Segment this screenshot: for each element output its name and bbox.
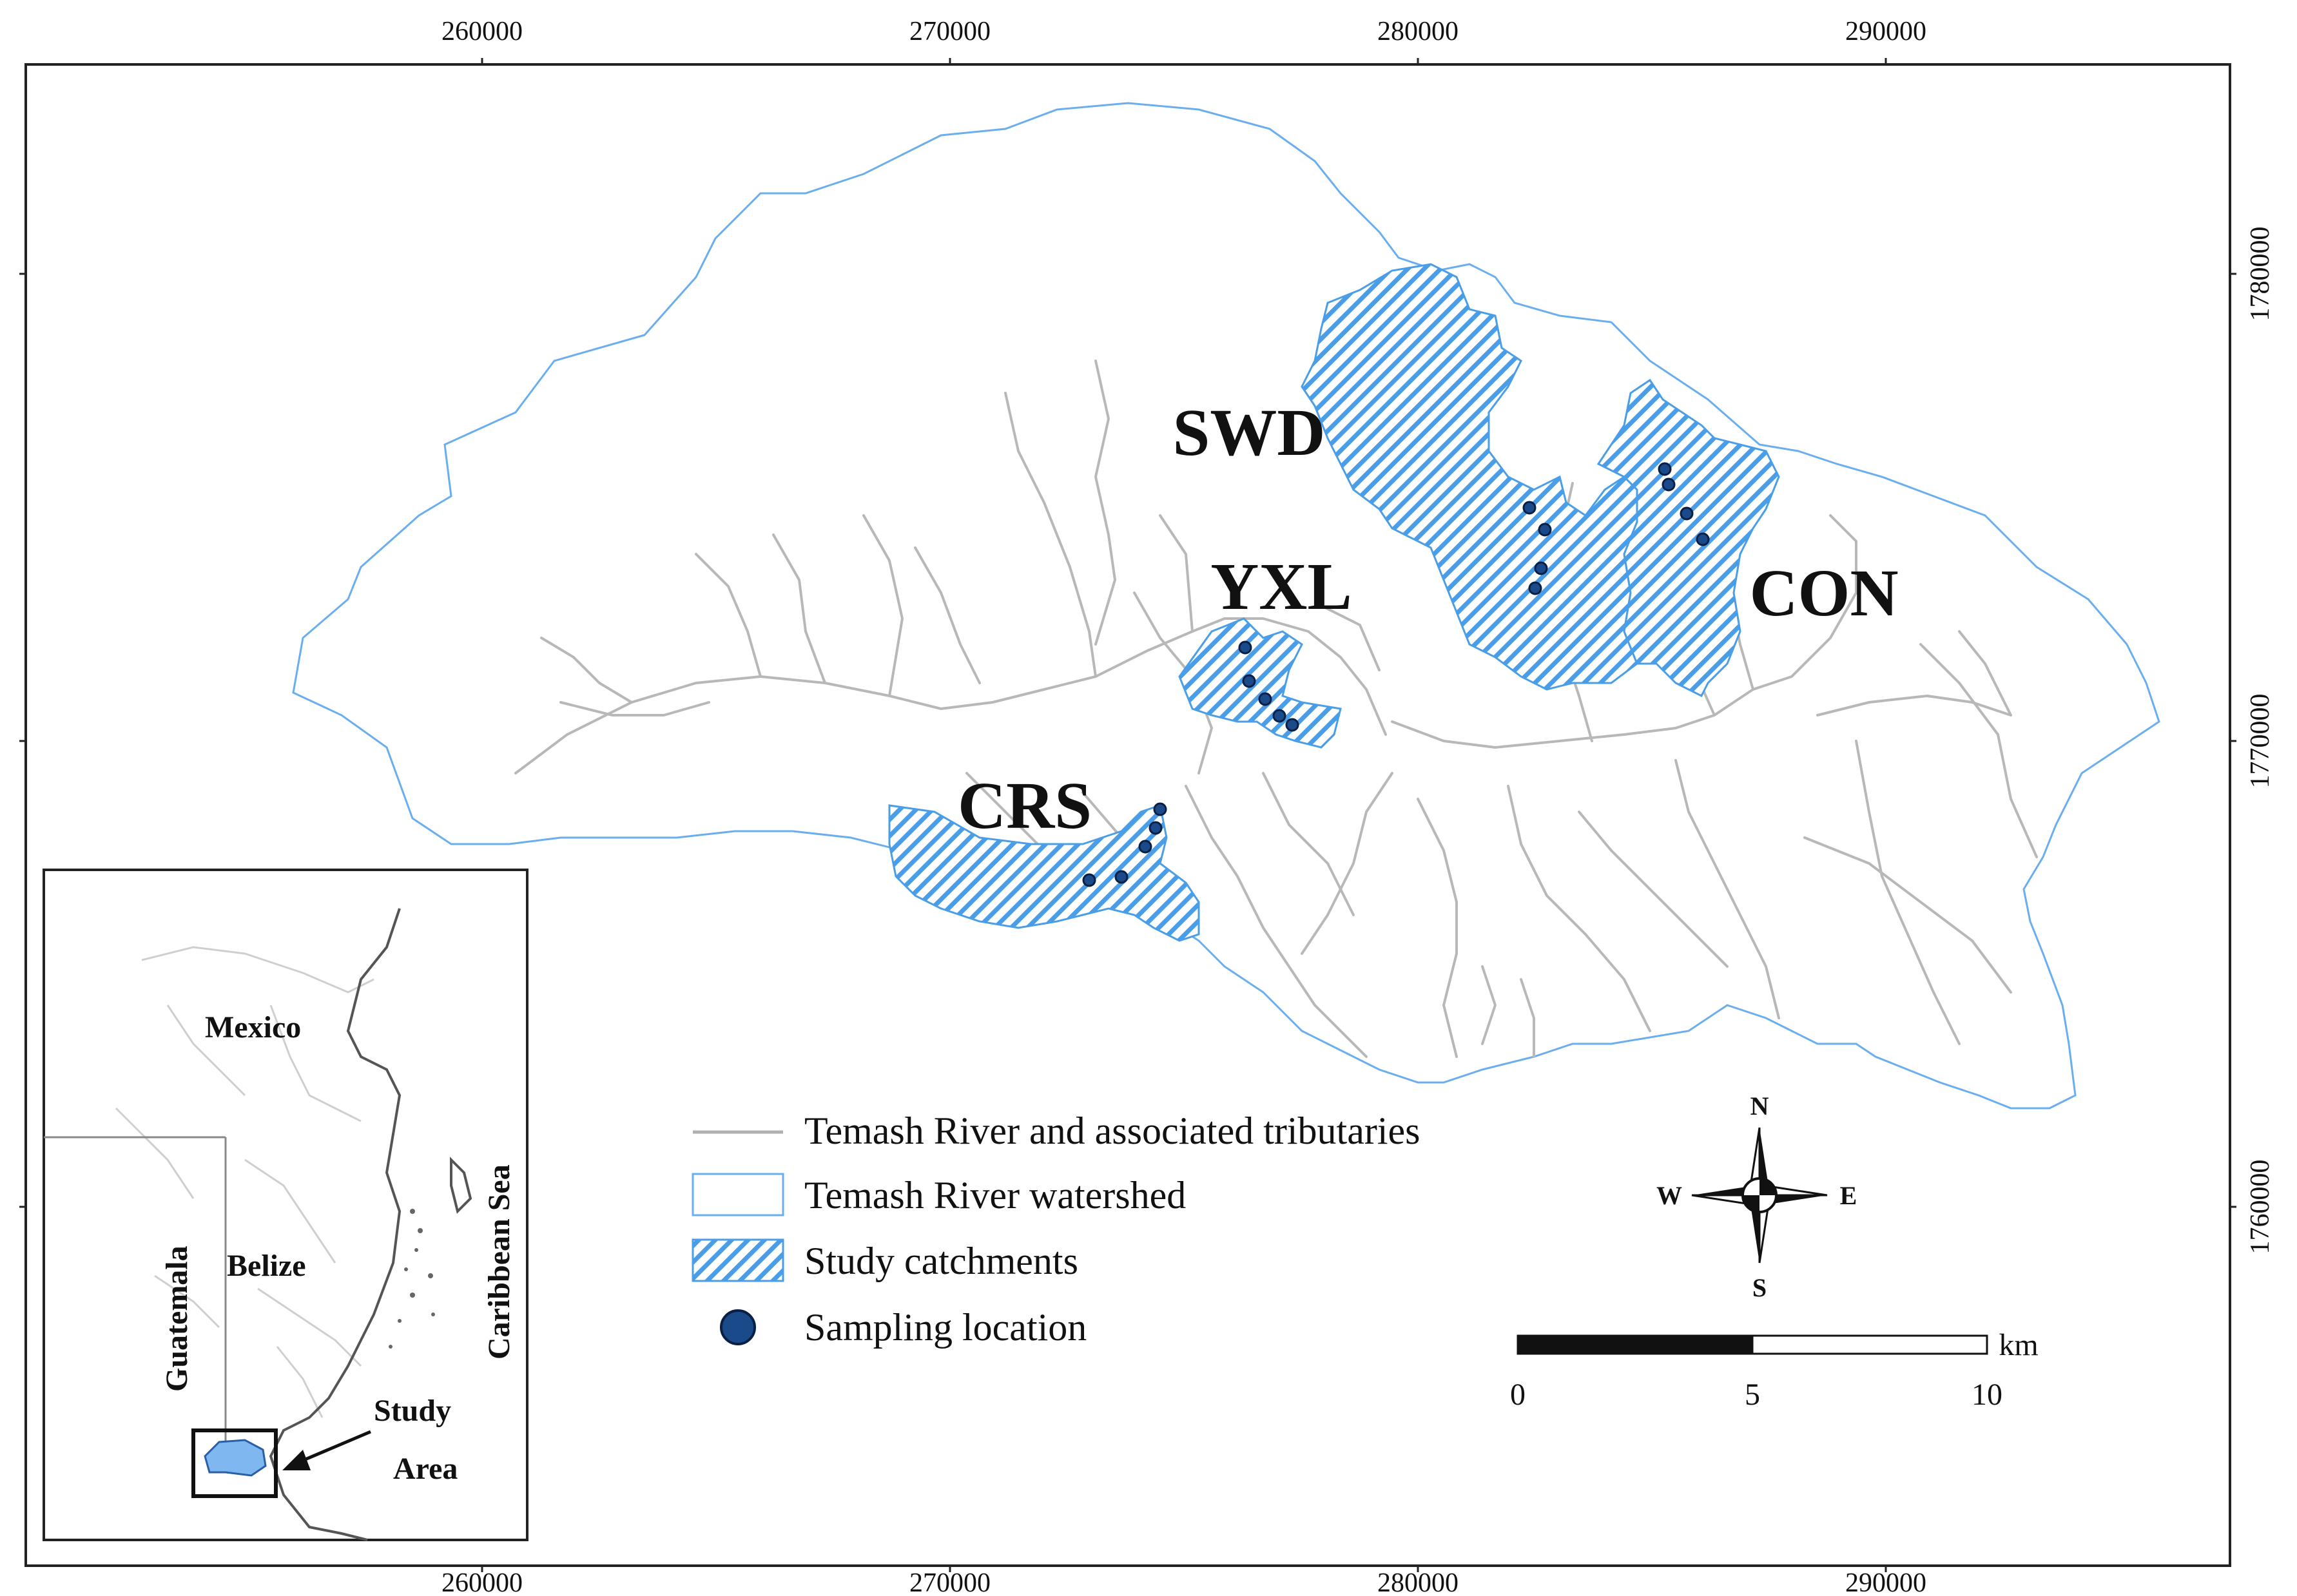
- legend-sampling-label: Sampling location: [804, 1306, 1087, 1349]
- legend-sampling-swatch: [720, 1309, 756, 1345]
- compass-e: E: [1840, 1181, 1857, 1210]
- inset-label-guatemala: Guatemala: [160, 1245, 194, 1392]
- x-tick-label: 270000: [909, 17, 991, 46]
- sampling-point[interactable]: [1238, 640, 1252, 655]
- compass-n: N: [1750, 1091, 1769, 1120]
- scale-label-0: 0: [1510, 1378, 1526, 1412]
- study-area-box: [191, 1428, 278, 1498]
- x-tick-label: 280000: [1377, 1568, 1459, 1596]
- x-tick-label: 290000: [1845, 17, 1926, 46]
- river-network: [514, 360, 2038, 1058]
- legend-watershed-label: Temash River watershed: [804, 1174, 1186, 1216]
- catchment-yxl: [1178, 617, 1342, 749]
- inset-label-area: Area: [393, 1452, 458, 1486]
- scale-unit: km: [1999, 1328, 2038, 1362]
- sampling-point[interactable]: [1538, 523, 1552, 537]
- sampling-point[interactable]: [1138, 840, 1152, 854]
- x-tick-marks: [481, 58, 1887, 1572]
- catchment-crs: [888, 804, 1200, 942]
- study-area-shape: [204, 1439, 267, 1477]
- legend-catchments-label: Study catchments: [804, 1240, 1078, 1282]
- x-tick-label: 280000: [1377, 17, 1459, 46]
- catchment-label-con: CON: [1749, 556, 1898, 630]
- x-tick-label: 260000: [441, 17, 523, 46]
- sampling-point[interactable]: [1285, 718, 1299, 732]
- watershed-boundary: [292, 102, 2160, 1110]
- inset-country-lines: [44, 1136, 227, 1443]
- north-arrow: N S E W: [1656, 1091, 1857, 1302]
- sampling-point[interactable]: [1658, 462, 1672, 476]
- study-area-arrowhead: [282, 1450, 311, 1470]
- inset-borders: [115, 946, 374, 1418]
- inset-coastline: [269, 908, 472, 1541]
- sampling-point[interactable]: [1114, 870, 1129, 884]
- catchment-label-yxl: YXL: [1210, 550, 1352, 624]
- legend-watershed-swatch: [692, 1173, 784, 1216]
- sampling-point[interactable]: [1148, 821, 1163, 835]
- inset-label-mexico: Mexico: [205, 1010, 301, 1044]
- x-tick-label: 270000: [909, 1568, 991, 1596]
- x-tick-label: 260000: [441, 1568, 523, 1596]
- sampling-points: [1082, 462, 1710, 887]
- legend: Temash River and associated tributaries …: [692, 1110, 1420, 1349]
- sampling-point[interactable]: [1242, 674, 1256, 688]
- inset-label-caribbean: Caribbean Sea: [482, 1164, 516, 1360]
- y-tick-marks: [19, 273, 2236, 1208]
- inset-label-belize: Belize: [227, 1249, 306, 1283]
- inset-islands: [389, 1209, 435, 1349]
- sampling-point[interactable]: [1662, 477, 1676, 492]
- scale-bar: 0 5 10 km: [1510, 1328, 2039, 1412]
- inset-map: Mexico Belize Guatemala Caribbean Sea St…: [43, 869, 528, 1541]
- compass-s: S: [1752, 1273, 1767, 1302]
- sampling-point[interactable]: [1680, 506, 1694, 521]
- catchment-label-swd: SWD: [1173, 396, 1326, 470]
- legend-catchment-swatch: [692, 1238, 784, 1282]
- map-frame: [24, 63, 2231, 1567]
- sampling-point[interactable]: [1082, 873, 1096, 887]
- y-tick-label: 1770000: [2245, 694, 2275, 789]
- legend-rivers-label: Temash River and associated tributaries: [804, 1110, 1420, 1152]
- sampling-point[interactable]: [1258, 692, 1272, 706]
- catchment-label-crs: CRS: [958, 769, 1092, 843]
- scale-label-10: 10: [1972, 1378, 2002, 1412]
- x-tick-label: 290000: [1845, 1568, 1926, 1596]
- sampling-point[interactable]: [1534, 561, 1548, 575]
- scale-label-5: 5: [1745, 1378, 1760, 1412]
- inset-label-study: Study: [374, 1394, 451, 1428]
- y-tick-label: 1760000: [2245, 1160, 2275, 1255]
- catchment-con: [1596, 378, 1780, 698]
- sampling-point[interactable]: [1272, 709, 1286, 723]
- sampling-point[interactable]: [1522, 501, 1536, 515]
- y-tick-label: 1780000: [2245, 227, 2275, 322]
- sampling-point[interactable]: [1528, 581, 1542, 595]
- sampling-point[interactable]: [1153, 802, 1167, 816]
- sampling-point[interactable]: [1696, 532, 1710, 546]
- compass-w: W: [1656, 1181, 1682, 1210]
